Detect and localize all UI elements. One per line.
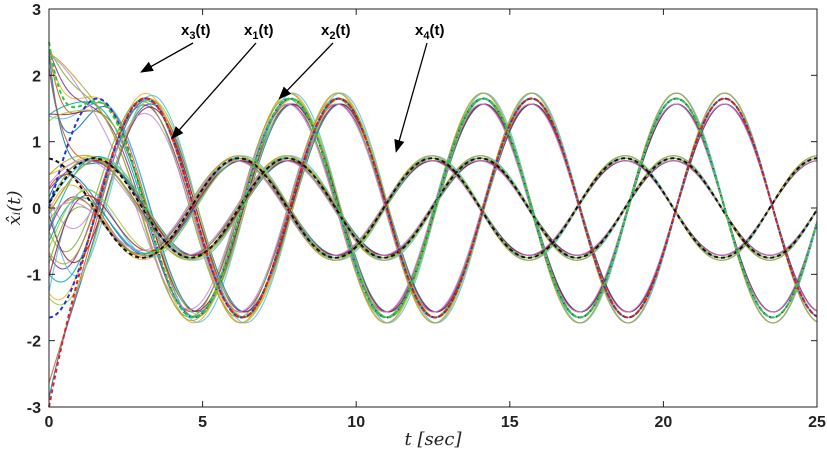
estimate-series-x4 xyxy=(48,157,818,259)
x-tick-label: 0 xyxy=(45,414,54,431)
annotation-layer: x3(t) x1(t) x2(t) x4(t) xyxy=(140,22,444,153)
y-axis-title: x̂ᵢ(t) xyxy=(4,190,25,225)
x-tick-label: 25 xyxy=(808,414,826,431)
x-tick-label: 15 xyxy=(501,414,519,431)
y-axis-title-text: x̂ᵢ(t) xyxy=(4,190,25,225)
y-tick-label: 0 xyxy=(32,201,41,218)
y-tick-label: -3 xyxy=(27,400,41,417)
series-layer xyxy=(48,42,818,408)
annotation-arrow xyxy=(140,42,194,73)
x-axis-title: t [sec] xyxy=(405,429,463,450)
reference-series-x3 xyxy=(48,157,818,259)
annotation-arrow xyxy=(171,42,257,140)
estimate-series-x1 xyxy=(48,54,818,324)
transient-series-x1 xyxy=(48,42,818,319)
y-tick-label: -1 xyxy=(27,267,41,284)
x-tick-label: 5 xyxy=(198,414,207,431)
y-tick-label: 2 xyxy=(32,68,41,85)
annotation-label-x3t: x3(t) xyxy=(181,22,210,42)
x-tick-label: 20 xyxy=(655,414,673,431)
annotation-arrow xyxy=(394,42,428,153)
estimate-series-x3 xyxy=(48,157,818,259)
annotation-label-x2t: x2(t) xyxy=(321,22,350,42)
y-tick-label: 3 xyxy=(32,2,41,19)
transient-series-x2 xyxy=(48,97,818,408)
y-tick-label: 1 xyxy=(32,135,41,152)
x-axis-title-text: t [sec] xyxy=(405,429,463,450)
x-tick-label: 10 xyxy=(347,414,365,431)
annotation-label-x4t: x4(t) xyxy=(415,22,444,42)
annotation-arrow xyxy=(278,42,334,100)
y-tick-label: -2 xyxy=(27,334,41,351)
annotation-label-x1t: x1(t) xyxy=(244,22,273,42)
